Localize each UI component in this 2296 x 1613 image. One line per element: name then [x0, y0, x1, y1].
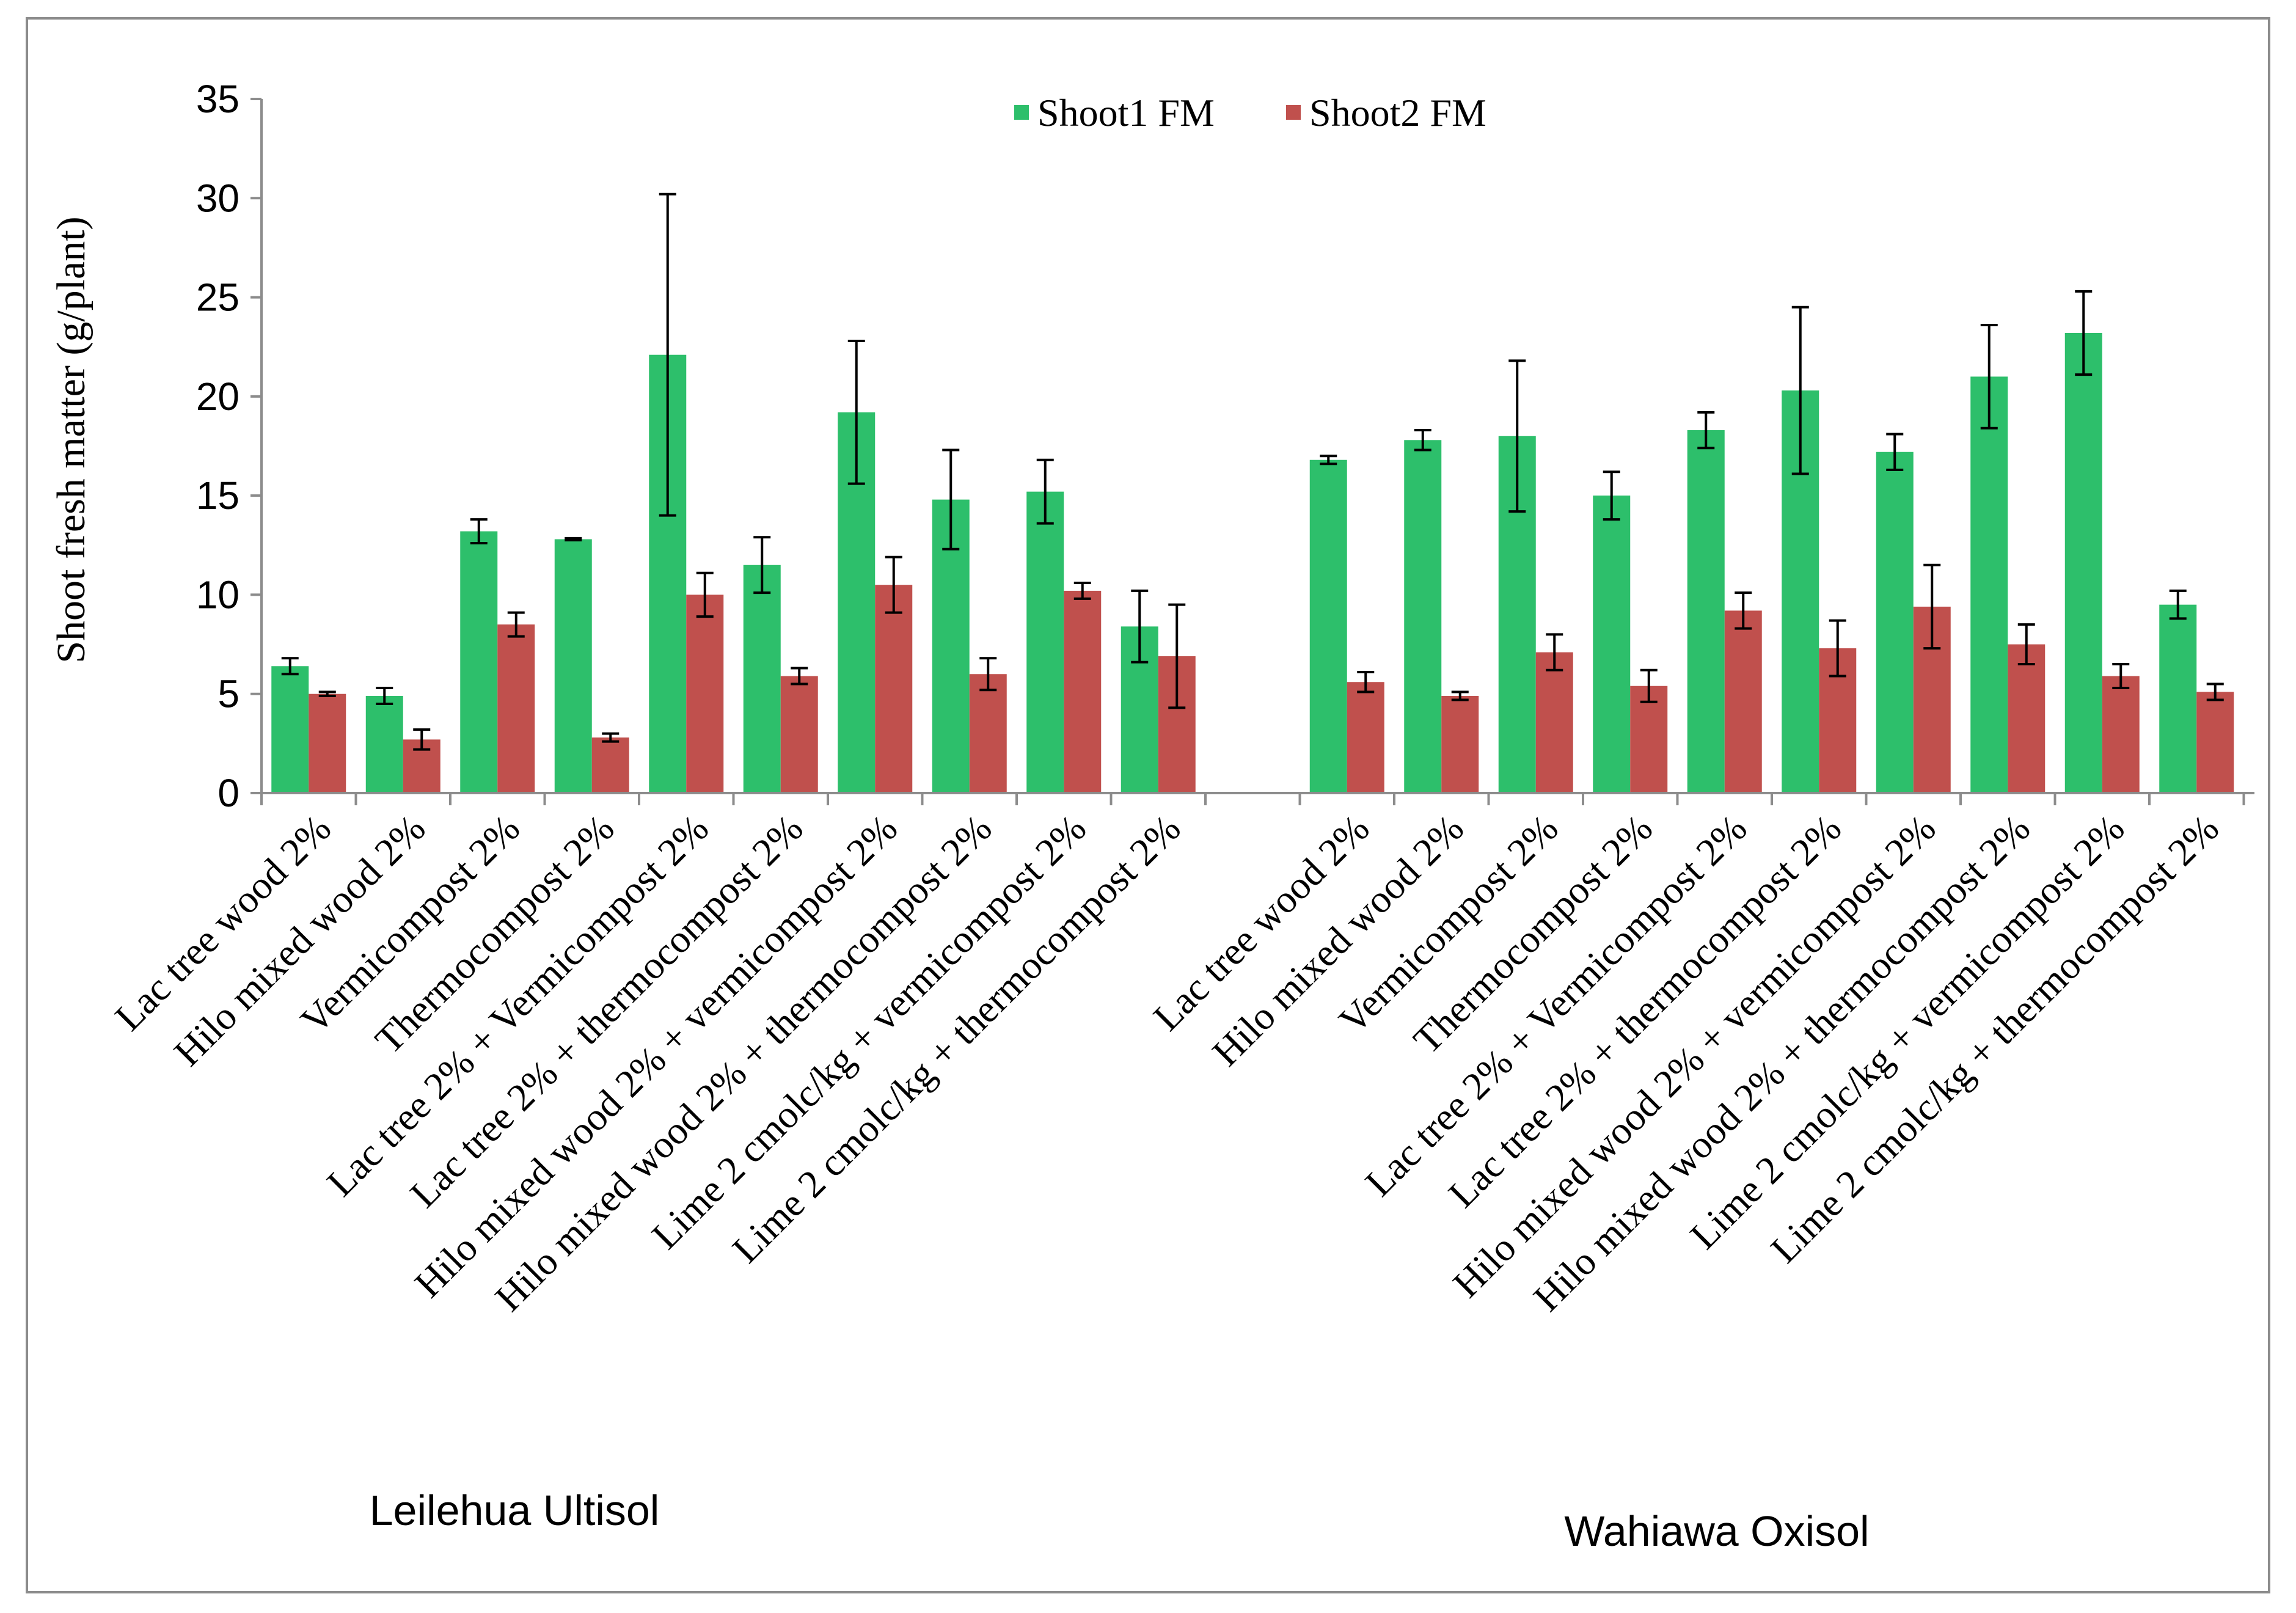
y-axis-label: Shoot fresh matter (g/plant)	[49, 216, 93, 663]
bar-shoot2	[875, 585, 913, 793]
y-tick-label: 5	[218, 672, 239, 716]
bar-shoot2	[497, 624, 535, 793]
category-label: Lime 2 cmolc/kg + vermicompost 2%	[1682, 806, 2133, 1257]
bar-shoot2	[1724, 610, 1762, 793]
y-tick-label: 15	[196, 474, 239, 518]
bar-shoot1	[1687, 430, 1725, 793]
legend-item-shoot1-label: Shoot1 FM	[1037, 91, 1215, 134]
bar-shoot1	[460, 531, 498, 793]
bar-shoot1	[271, 666, 309, 793]
bar-shoot1	[1026, 491, 1064, 793]
bar-shoot1	[365, 695, 403, 793]
bar-shoot1	[1876, 452, 1914, 793]
bar-shoot1	[2159, 604, 2197, 793]
bar-shoot1	[743, 565, 781, 793]
y-tick-label: 10	[196, 572, 239, 616]
group-label: Wahiawa Oxisol	[1564, 1507, 1869, 1555]
y-tick-label: 0	[218, 771, 239, 815]
bar-shoot2	[1441, 695, 1479, 793]
bar-shoot1	[1404, 440, 1442, 793]
bar-shoot1	[2064, 332, 2102, 793]
y-axis-layer: 0 5 10 15 20 25 30 35	[196, 77, 263, 815]
bar-shoot2	[591, 737, 629, 793]
legend-item-shoot2-label: Shoot2 FM	[1309, 91, 1486, 134]
bar-shoot1	[1970, 376, 2008, 793]
bar-shoot2	[1630, 686, 1668, 793]
y-tick-label: 25	[196, 276, 239, 320]
legend-item-shoot1-swatch	[1014, 105, 1029, 120]
bar-shoot2	[309, 693, 346, 793]
error-bars-layer	[281, 192, 2224, 751]
category-labels-layer: Lac tree wood 2%Hilo mixed wood 2%Vermic…	[106, 806, 2227, 1555]
group-label: Leilehua Ultisol	[370, 1487, 660, 1534]
category-label: Lime 2 cmolc/kg + vermicompost 2%	[643, 806, 1094, 1257]
bars-layer	[271, 332, 2234, 793]
bar-shoot1	[1309, 459, 1347, 793]
legend-item-shoot2-swatch	[1286, 105, 1301, 120]
bar-shoot2	[969, 674, 1007, 793]
legend: Shoot1 FM Shoot2 FM	[1014, 91, 1486, 134]
bar-shoot2	[2196, 692, 2234, 793]
bar-shoot1	[554, 539, 592, 793]
y-tick-label: 30	[196, 176, 239, 220]
bar-shoot1	[1593, 496, 1631, 793]
bar-shoot2	[1347, 682, 1384, 793]
bar-shoot2	[780, 676, 818, 793]
bar-shoot2	[2102, 676, 2140, 793]
bar-shoot2	[686, 594, 724, 793]
bar-shoot2	[2008, 644, 2046, 793]
chart-frame	[26, 17, 2270, 1593]
y-tick-label: 35	[196, 77, 239, 121]
y-tick-label: 20	[196, 375, 239, 419]
bar-shoot2	[1064, 590, 1102, 793]
bar-shoot2	[1535, 652, 1573, 793]
x-axis-layer	[260, 792, 2254, 805]
